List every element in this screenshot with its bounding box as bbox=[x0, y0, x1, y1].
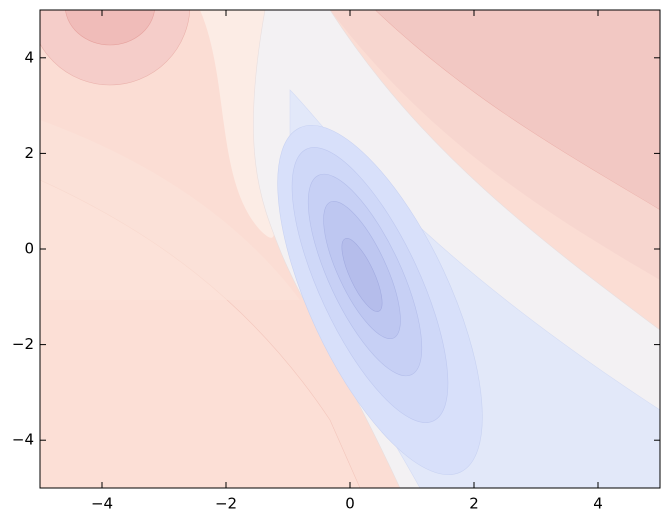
y-tick-label: −2 bbox=[12, 335, 34, 353]
y-tick-label: 2 bbox=[24, 144, 34, 162]
axes: −4 −2 0 2 4 −4 −2 0 2 4 bbox=[12, 10, 660, 513]
x-tick-label: 4 bbox=[593, 495, 603, 513]
y-tick-label: 4 bbox=[24, 48, 34, 66]
x-tick-label: −2 bbox=[215, 495, 237, 513]
x-tick-label: 0 bbox=[345, 495, 355, 513]
x-tick-label: 2 bbox=[469, 495, 479, 513]
y-tick-label: 0 bbox=[24, 240, 34, 258]
x-tick-label: −4 bbox=[91, 495, 113, 513]
contour-field bbox=[40, 10, 660, 488]
y-tick-label: −4 bbox=[12, 431, 34, 449]
